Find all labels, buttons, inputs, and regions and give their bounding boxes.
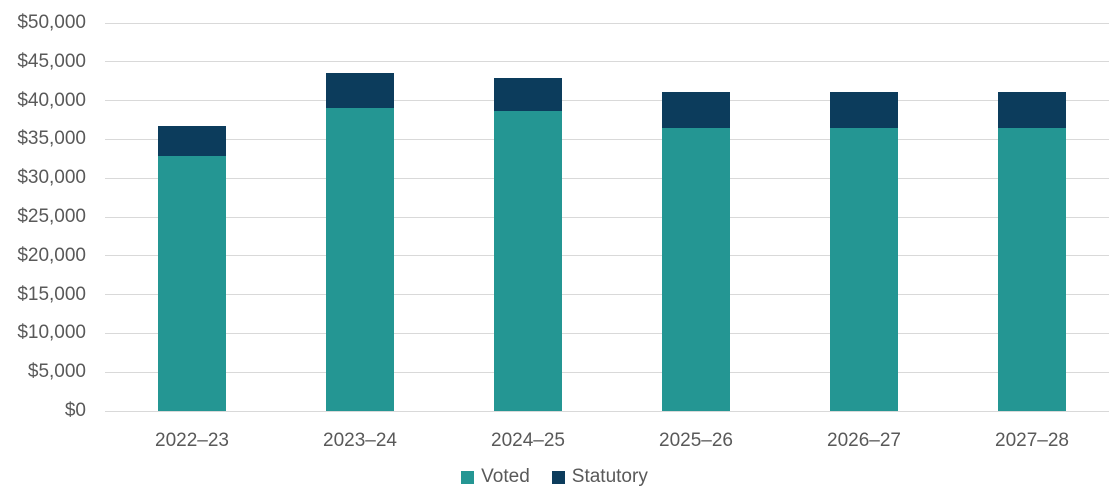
gridline <box>105 100 1109 102</box>
x-tick-label: 2022–23 <box>155 430 229 451</box>
bar-segment-voted <box>998 127 1066 411</box>
y-tick-label: $5,000 <box>27 361 86 383</box>
bar-segment-voted <box>830 127 898 411</box>
legend-label: Statutory <box>571 466 648 487</box>
legend-swatch-icon <box>461 470 475 484</box>
x-tick-label: 2027–28 <box>995 430 1069 451</box>
legend-item-statutory: Statutory <box>551 466 648 488</box>
gridline <box>105 61 1109 63</box>
x-tick-label: 2023–24 <box>323 430 397 451</box>
gridline <box>105 255 1109 257</box>
bar-segment-statutory <box>830 92 898 128</box>
y-tick-label: $35,000 <box>17 128 86 150</box>
y-tick-label: $15,000 <box>17 283 86 305</box>
gridline <box>105 332 1109 334</box>
x-tick-label: 2025–26 <box>659 430 733 451</box>
y-tick-label: $0 <box>64 400 86 421</box>
bar-segment-voted <box>158 156 226 411</box>
legend-label: Voted <box>481 466 530 487</box>
gridline <box>105 216 1109 218</box>
gridline <box>105 371 1109 373</box>
y-tick-label: $25,000 <box>17 206 86 227</box>
bar-segment-statutory <box>326 73 394 108</box>
legend-item-voted: Voted <box>461 466 530 488</box>
y-tick-label: $20,000 <box>17 244 86 266</box>
bar-segment-statutory <box>158 126 226 157</box>
y-tick-label: $30,000 <box>17 167 86 189</box>
gridline <box>105 22 1109 24</box>
y-tick-label: $40,000 <box>17 89 86 111</box>
x-tick-label: 2024–25 <box>491 430 565 451</box>
gridline <box>105 177 1109 179</box>
bar-segment-voted <box>326 107 394 411</box>
bar-segment-statutory <box>662 92 730 128</box>
gridline <box>105 138 1109 140</box>
y-tick-label: $10,000 <box>17 322 86 344</box>
gridline <box>105 294 1109 296</box>
legend: Voted Statutory <box>0 466 1109 488</box>
x-tick-label: 2026–27 <box>827 430 901 451</box>
bar-segment-statutory <box>998 92 1066 128</box>
bar-segment-statutory <box>494 78 562 112</box>
y-tick-label: $45,000 <box>17 50 86 72</box>
bar-segment-voted <box>494 111 562 411</box>
y-tick-label: $50,000 <box>17 12 86 33</box>
gridline <box>105 410 1109 412</box>
bar-segment-voted <box>662 127 730 411</box>
legend-swatch-icon <box>551 470 565 484</box>
